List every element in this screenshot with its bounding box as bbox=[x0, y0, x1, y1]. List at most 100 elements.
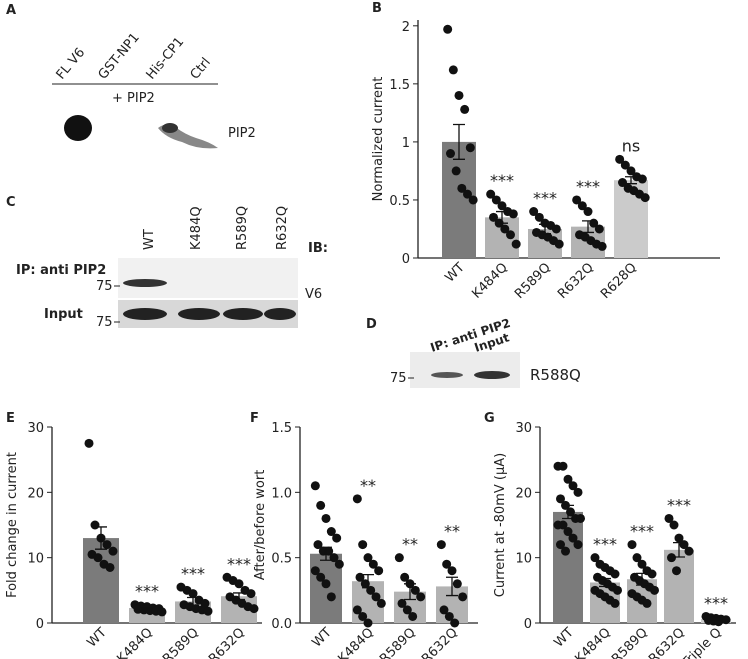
y-tick-label: 1.5 bbox=[271, 421, 292, 436]
y-axis-label: After/before wort bbox=[253, 470, 268, 581]
data-point bbox=[246, 589, 256, 599]
data-point bbox=[458, 592, 468, 602]
data-point bbox=[410, 585, 420, 595]
data-point bbox=[647, 569, 657, 579]
error-bar bbox=[187, 596, 199, 607]
band bbox=[123, 308, 167, 320]
error-bar bbox=[362, 574, 374, 589]
data-point bbox=[397, 598, 407, 608]
lane-label: R632Q bbox=[275, 206, 290, 250]
error-bar bbox=[141, 606, 153, 610]
data-point bbox=[452, 579, 462, 589]
marker-label: 75 bbox=[96, 279, 113, 294]
marker-label: 75 bbox=[390, 371, 407, 386]
data-point bbox=[352, 605, 362, 615]
significance: *** bbox=[630, 522, 654, 541]
data-point bbox=[556, 494, 565, 504]
data-point bbox=[416, 592, 426, 602]
data-point bbox=[321, 579, 331, 589]
y-tick-label: 0.5 bbox=[271, 552, 292, 567]
ip-label: IP: anti PIP2 bbox=[16, 263, 106, 278]
data-point bbox=[326, 527, 336, 537]
y-axis-label: Current at -80mV (µA) bbox=[493, 453, 508, 597]
data-point bbox=[439, 605, 449, 615]
error-bar bbox=[95, 526, 107, 550]
significance: *** bbox=[704, 593, 728, 612]
data-point bbox=[620, 160, 630, 170]
data-point bbox=[326, 592, 336, 602]
data-point bbox=[610, 569, 620, 579]
y-tick-label: 0 bbox=[524, 617, 532, 632]
data-point bbox=[642, 598, 652, 608]
y-tick-label: 30 bbox=[27, 421, 44, 436]
ib-target: V6 bbox=[305, 287, 322, 302]
blot bbox=[118, 258, 298, 298]
y-tick-label: 10 bbox=[515, 552, 532, 567]
data-point bbox=[640, 193, 650, 203]
data-point bbox=[613, 585, 622, 595]
data-point bbox=[203, 606, 213, 616]
data-point bbox=[572, 195, 582, 205]
data-point bbox=[84, 438, 94, 448]
data-point bbox=[157, 607, 167, 617]
data-point bbox=[568, 481, 578, 491]
data-point bbox=[358, 611, 368, 621]
data-point bbox=[577, 201, 587, 211]
input-label: Input bbox=[44, 307, 83, 322]
error-bar bbox=[539, 223, 551, 235]
lane-label: K484Q bbox=[189, 206, 204, 250]
y-tick-label: 1.0 bbox=[271, 486, 292, 501]
significance: *** bbox=[576, 177, 600, 196]
data-point bbox=[363, 618, 373, 628]
significance: *** bbox=[227, 554, 251, 573]
data-point bbox=[90, 520, 100, 530]
lane-label: GST-NP1 bbox=[96, 30, 143, 82]
data-point bbox=[93, 553, 103, 563]
x-tick-label: R632Q bbox=[206, 625, 248, 659]
data-point bbox=[408, 611, 418, 621]
x-tick-label: Triple Q bbox=[679, 625, 725, 659]
x-tick-label: WT bbox=[552, 625, 577, 650]
data-point bbox=[573, 540, 583, 550]
data-point bbox=[188, 589, 198, 599]
data-point bbox=[618, 178, 627, 188]
data-point bbox=[563, 527, 573, 537]
mutant-label: R588Q bbox=[530, 366, 581, 384]
y-tick-label: 20 bbox=[27, 486, 44, 501]
significance: *** bbox=[533, 189, 557, 208]
y-tick-label: 30 bbox=[515, 421, 532, 436]
error-bar bbox=[320, 546, 332, 561]
data-point bbox=[497, 201, 507, 211]
y-tick-label: 1.5 bbox=[389, 78, 410, 93]
data-point bbox=[460, 104, 470, 114]
data-point bbox=[637, 174, 647, 184]
data-point bbox=[394, 553, 404, 563]
data-point bbox=[529, 207, 539, 217]
significance: *** bbox=[593, 535, 617, 554]
x-tick-label: R589Q bbox=[160, 625, 202, 659]
data-point bbox=[446, 149, 455, 159]
data-point bbox=[352, 494, 362, 504]
data-point bbox=[102, 540, 112, 550]
significance: *** bbox=[135, 582, 159, 601]
error-bar bbox=[636, 572, 648, 586]
band bbox=[178, 308, 220, 320]
data-point bbox=[664, 513, 674, 523]
data-point bbox=[444, 611, 454, 621]
data-point bbox=[626, 166, 636, 176]
data-point bbox=[637, 559, 647, 569]
data-point bbox=[561, 546, 570, 556]
data-point bbox=[358, 540, 368, 550]
data-point bbox=[457, 183, 467, 193]
error-bar bbox=[233, 592, 245, 601]
data-point bbox=[491, 195, 501, 205]
data-point bbox=[721, 615, 731, 625]
data-point bbox=[590, 553, 600, 563]
data-point bbox=[443, 24, 453, 34]
data-point bbox=[551, 224, 561, 234]
x-tick-label: WT bbox=[85, 625, 110, 650]
data-point bbox=[500, 224, 510, 234]
band bbox=[264, 308, 296, 320]
data-point bbox=[511, 239, 521, 249]
data-point bbox=[576, 513, 585, 523]
